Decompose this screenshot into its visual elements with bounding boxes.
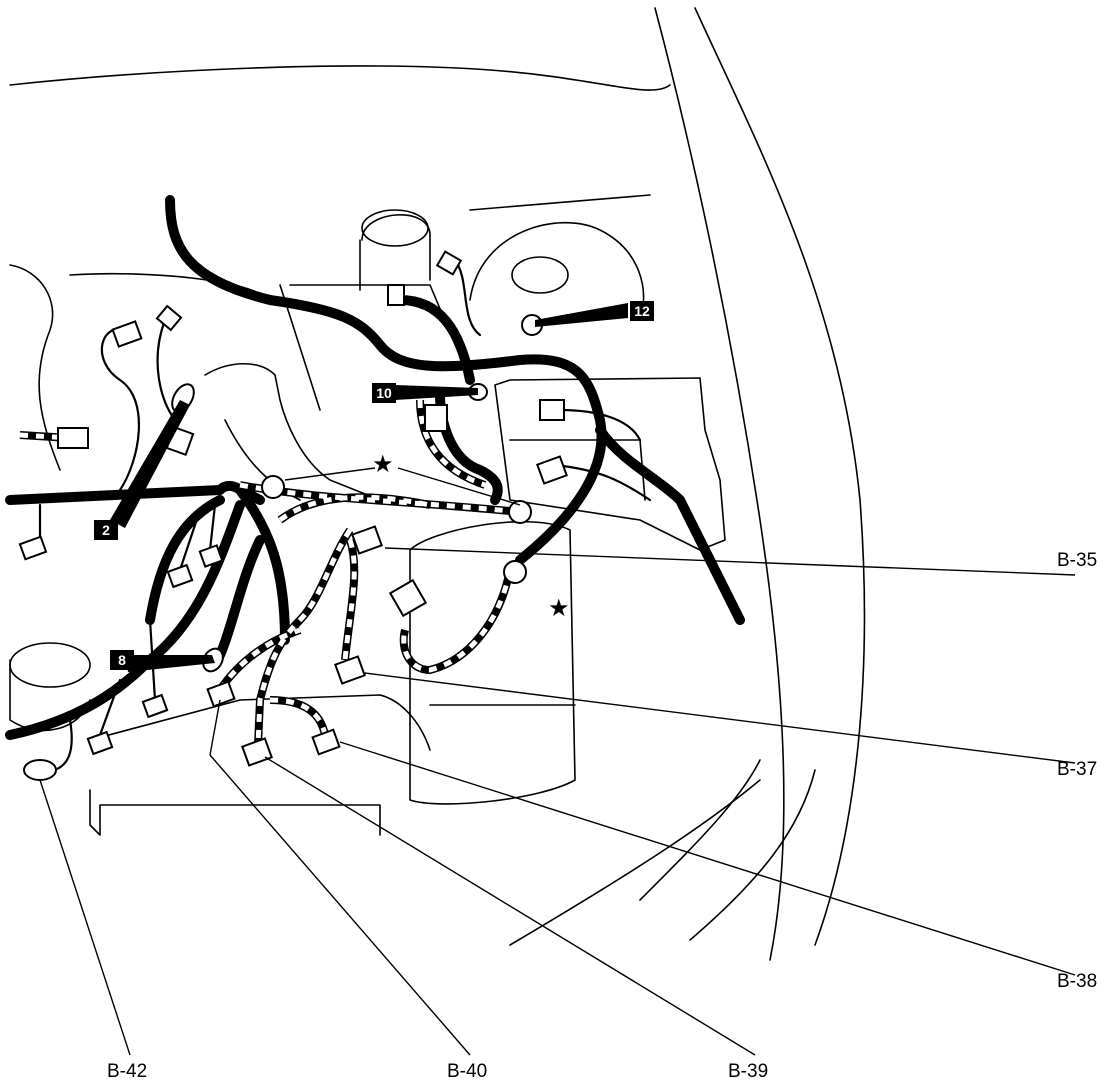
top-contour [9, 65, 671, 91]
connector [388, 578, 428, 618]
connector [18, 535, 48, 561]
connector [241, 737, 273, 767]
leader-b39 [264, 756, 756, 1056]
harness-down-c [145, 495, 225, 625]
battery-outline [89, 694, 431, 751]
inner-panel-3 [689, 769, 816, 941]
wire-10 [558, 408, 642, 442]
clamp-marker [503, 560, 527, 584]
wire-7 [98, 678, 122, 737]
callout-b40: B-40 [447, 1061, 488, 1082]
left-engine [9, 264, 61, 471]
star-marker-upper: ★ [372, 450, 394, 478]
center-box [409, 520, 576, 805]
pointer-2 [110, 400, 190, 528]
pointer-10 [395, 385, 478, 400]
connector [539, 399, 565, 421]
harness-upper-b [395, 295, 475, 385]
tank-cap [511, 256, 569, 294]
leader-b37 [364, 672, 1076, 764]
harness-mid [435, 390, 503, 505]
connector [536, 455, 568, 485]
bracket-inner [509, 439, 646, 501]
badge-8: 8 [110, 650, 134, 670]
connector [111, 320, 143, 348]
ground-terminal-b42 [23, 759, 57, 781]
wire-9 [453, 258, 482, 337]
harness-down-b [5, 500, 245, 740]
callout-b35: B-35 [1057, 550, 1098, 571]
wire-5 [208, 503, 217, 552]
wire-2 [156, 318, 177, 422]
leader-b42 [39, 779, 131, 1056]
star-marker-lower: ★ [548, 594, 570, 622]
fender-outline-2 [694, 7, 866, 946]
leader-b40b [209, 754, 471, 1056]
connector [166, 563, 194, 589]
badge-12: 12 [630, 301, 654, 321]
inner-panel-2 [509, 779, 761, 946]
connector [155, 304, 183, 332]
star-leader-2 [397, 467, 521, 506]
reservoir-cap [361, 209, 429, 247]
tank-outline [469, 221, 645, 321]
connector [435, 250, 463, 276]
connector [86, 730, 114, 756]
clamp-marker [508, 500, 532, 524]
badge-10: 10 [372, 383, 396, 403]
callout-b37: B-37 [1057, 759, 1098, 780]
duct [204, 363, 381, 501]
wire-4 [178, 508, 202, 572]
connector [334, 655, 366, 685]
callout-b42: B-42 [107, 1061, 148, 1082]
connector [57, 427, 89, 449]
wire-11 [553, 463, 652, 502]
pointer-12 [535, 303, 628, 327]
star-leader-1 [284, 467, 376, 481]
tray-outline [89, 789, 381, 836]
harness-down-a [235, 485, 290, 645]
fender-outline [654, 7, 785, 961]
leader-b40 [209, 699, 221, 756]
clamp-marker [261, 475, 285, 499]
tank-top [469, 194, 651, 211]
callout-b38: B-38 [1057, 971, 1098, 992]
connector [198, 544, 224, 568]
inner-panel [639, 759, 761, 901]
leader-b38 [339, 741, 1076, 976]
harness-main-top [165, 195, 607, 565]
connector [351, 525, 383, 555]
harness-right-loop [595, 425, 745, 625]
callout-b39: B-39 [728, 1061, 769, 1082]
harness-left-trunk [5, 480, 265, 505]
reservoir [359, 214, 431, 291]
left-cap [9, 642, 91, 688]
leader-b35 [384, 547, 1076, 576]
wire-1 [100, 327, 140, 492]
connector [206, 680, 236, 708]
badge-2: 2 [94, 520, 118, 540]
connector [141, 693, 169, 719]
connector [311, 728, 341, 756]
connector [424, 404, 448, 432]
connector [387, 284, 405, 306]
pointer-8 [125, 655, 215, 672]
